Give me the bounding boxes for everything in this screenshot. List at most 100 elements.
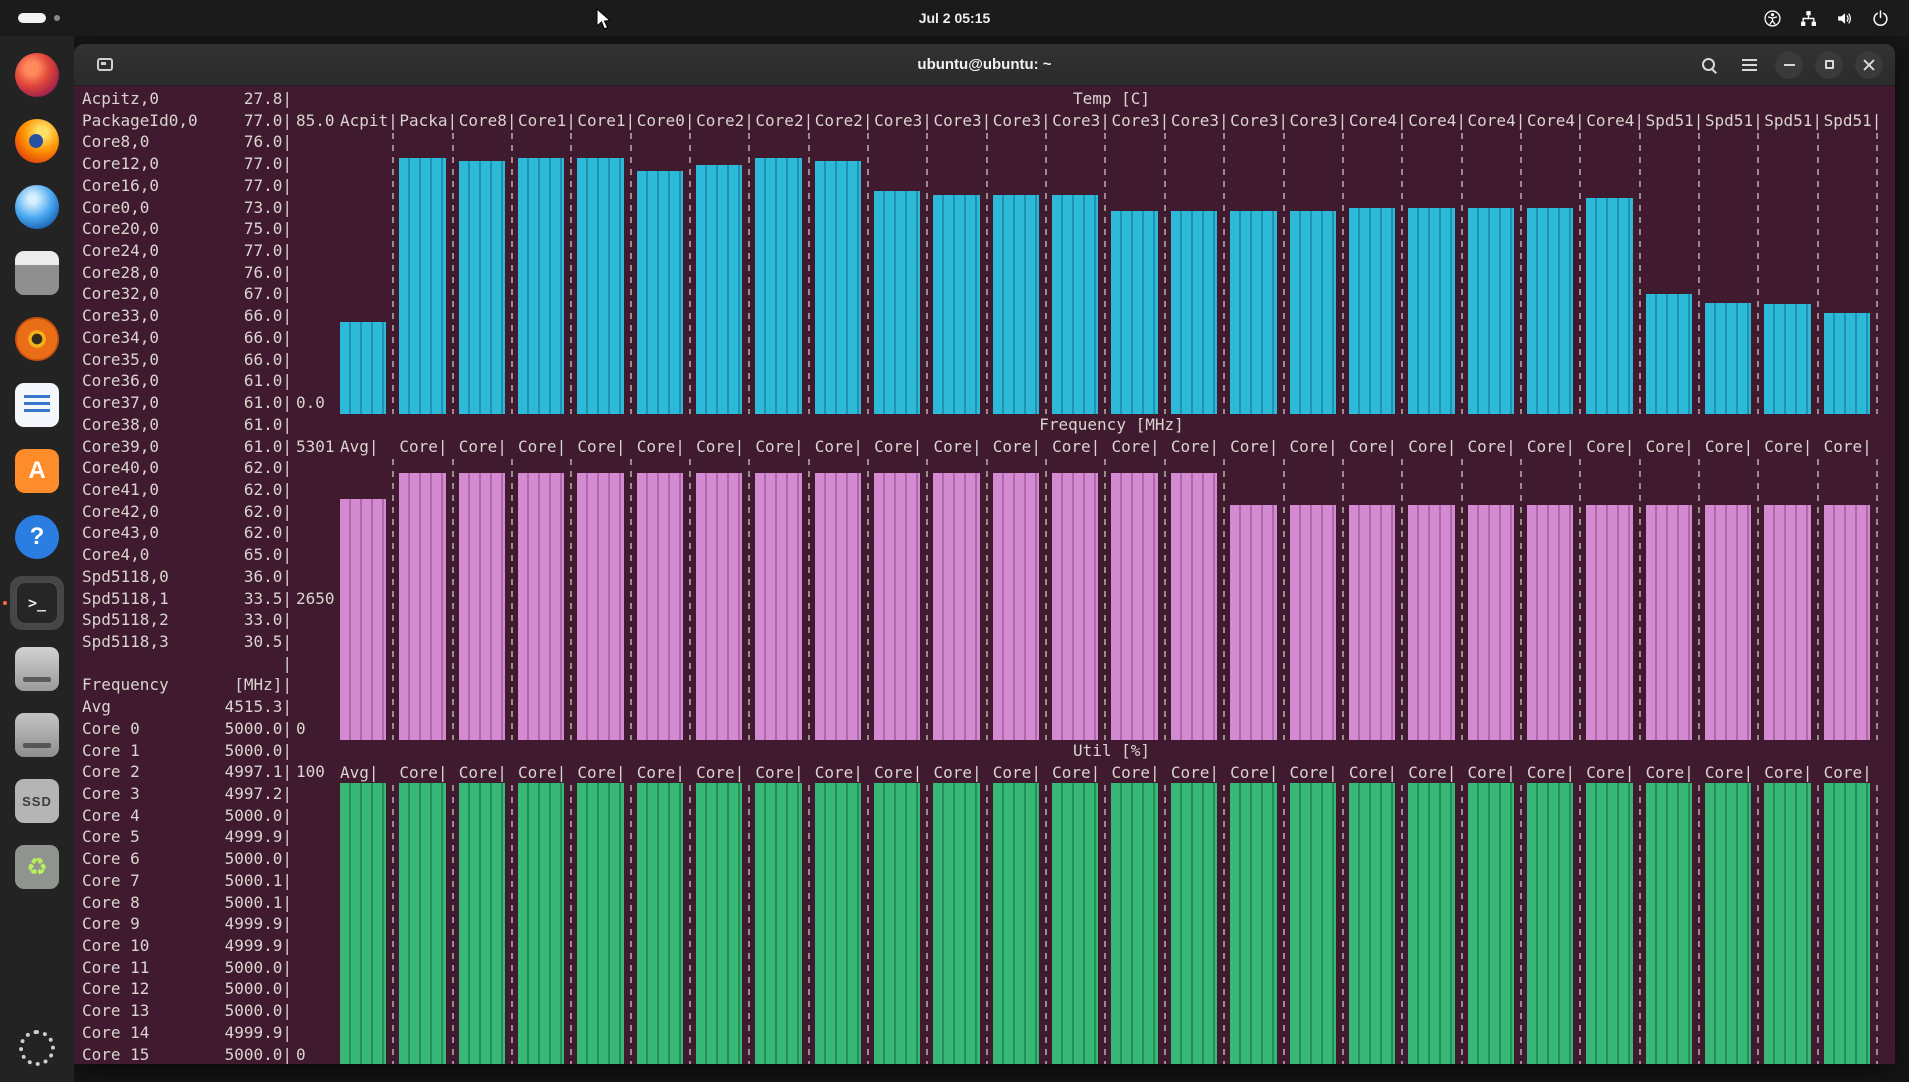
column-label: Core| — [1349, 436, 1408, 458]
bar-temp-12 — [1052, 195, 1098, 414]
dock-app-blue-sphere[interactable] — [10, 180, 64, 234]
column-label: Core| — [933, 762, 992, 784]
drive-icon — [15, 647, 59, 691]
dock-ssd[interactable]: SSD — [10, 774, 64, 828]
bar-temp-9 — [874, 191, 920, 414]
chart-title-freq: Frequency [MHz] — [340, 414, 1883, 436]
bar-util-25 — [1824, 783, 1870, 1064]
panel-row: PackageId0,077.0|85.0 — [82, 110, 340, 132]
bar-freq-4 — [577, 473, 623, 739]
column-label: Core| — [993, 436, 1052, 458]
media-disc-icon — [15, 317, 59, 361]
spinner-icon[interactable] — [19, 1030, 55, 1066]
column-label: Core| — [518, 436, 577, 458]
panel-row: Avg4515.3| — [82, 696, 340, 718]
panel-row: Core0,073.0| — [82, 197, 340, 219]
column-label: Core3| — [1111, 110, 1170, 132]
panel-row: Core 34997.2| — [82, 783, 340, 805]
volume-icon[interactable] — [1835, 9, 1853, 27]
bar-freq-7 — [755, 473, 801, 739]
panel-row: Core 75000.1| — [82, 870, 340, 892]
column-label: Core| — [1111, 436, 1170, 458]
column-label: Core| — [1705, 762, 1764, 784]
recycle-icon: ♻ — [15, 845, 59, 889]
bar-util-12 — [1052, 783, 1098, 1064]
maximize-button[interactable] — [1815, 51, 1843, 79]
column-label: Packa| — [399, 110, 458, 132]
column-label: Core0| — [637, 110, 696, 132]
dock-app-firefox[interactable] — [10, 114, 64, 168]
column-label: Avg| — [340, 762, 399, 784]
column-label: Core| — [874, 762, 933, 784]
bar-temp-10 — [933, 195, 979, 414]
column-label: Core| — [1349, 762, 1408, 784]
bar-temp-22 — [1646, 294, 1692, 414]
bar-temp-6 — [696, 165, 742, 414]
panel-row: Core40,062.0| — [82, 457, 340, 479]
ssd-icon: SSD — [15, 779, 59, 823]
column-label: Core3| — [1052, 110, 1111, 132]
power-icon[interactable] — [1871, 9, 1889, 27]
bar-util-22 — [1646, 783, 1692, 1064]
dock-app-terminal[interactable]: >_ — [10, 576, 64, 630]
bar-freq-17 — [1349, 505, 1395, 739]
panel-row: Core 15000.0| — [82, 740, 340, 762]
new-tab-icon — [97, 58, 113, 71]
dock-drive-2[interactable] — [10, 708, 64, 762]
bar-freq-24 — [1764, 505, 1810, 739]
column-label: Core| — [1468, 436, 1527, 458]
bar-util-4 — [577, 783, 623, 1064]
column-label: Spd51| — [1824, 110, 1883, 132]
left-panel: Acpitz,027.8|PackageId0,077.0|85.0Core8,… — [82, 88, 340, 1064]
swirl-app-icon — [15, 53, 59, 97]
bar-freq-22 — [1646, 505, 1692, 739]
bar-freq-23 — [1705, 505, 1751, 739]
clock[interactable]: Jul 2 05:15 — [0, 10, 1909, 26]
close-button[interactable] — [1855, 51, 1883, 79]
bar-temp-18 — [1408, 208, 1454, 414]
bar-util-17 — [1349, 783, 1395, 1064]
bar-temp-4 — [577, 158, 623, 414]
column-label: Core4| — [1586, 110, 1645, 132]
column-label: Core| — [993, 762, 1052, 784]
panel-row: Core 85000.1| — [82, 892, 340, 914]
dock-app-media[interactable] — [10, 312, 64, 366]
bar-freq-18 — [1408, 505, 1454, 739]
panel-row: Core33,066.0| — [82, 305, 340, 327]
panel-row: Core 45000.0| — [82, 805, 340, 827]
bar-util-7 — [755, 783, 801, 1064]
dock-app-document[interactable] — [10, 378, 64, 432]
dock-app-help[interactable]: ? — [10, 510, 64, 564]
dock-app-swirl[interactable] — [10, 48, 64, 102]
mouse-cursor — [596, 8, 614, 37]
accessibility-icon[interactable] — [1763, 9, 1781, 27]
dock-drive-1[interactable] — [10, 642, 64, 696]
column-label: Core| — [696, 762, 755, 784]
column-label: Core| — [1408, 436, 1467, 458]
dock-app-files[interactable] — [10, 246, 64, 300]
chart-title-temp: Temp [C] — [340, 88, 1883, 110]
maximize-icon — [1825, 60, 1834, 69]
terminal-titlebar[interactable]: ubuntu@ubuntu: ~ — [74, 44, 1895, 86]
column-label: Core| — [1230, 436, 1289, 458]
panel-row: Spd5118,330.5| — [82, 631, 340, 653]
column-label: Core| — [637, 762, 696, 784]
dock-app-a[interactable]: A — [10, 444, 64, 498]
panel-row: Spd5118,036.0| — [82, 566, 340, 588]
new-tab-button[interactable] — [88, 50, 122, 80]
menu-button[interactable] — [1735, 51, 1763, 79]
bar-util-8 — [815, 783, 861, 1064]
network-icon[interactable] — [1799, 9, 1817, 27]
panel-row: Core 05000.0|0 — [82, 718, 340, 740]
bar-temp-2 — [459, 161, 505, 414]
column-label: Core| — [637, 436, 696, 458]
bar-freq-15 — [1230, 505, 1276, 739]
search-button[interactable] — [1695, 51, 1723, 79]
column-label: Core| — [815, 436, 874, 458]
bar-temp-20 — [1527, 208, 1573, 414]
dock-app-recycle[interactable]: ♻ — [10, 840, 64, 894]
chart-column-labels: Avg|Core|Core|Core|Core|Core|Core|Core|C… — [340, 762, 1883, 784]
panel-row: Core 155000.0|0 — [82, 1044, 340, 1064]
bar-util-0 — [340, 783, 386, 1064]
minimize-button[interactable] — [1775, 51, 1803, 79]
